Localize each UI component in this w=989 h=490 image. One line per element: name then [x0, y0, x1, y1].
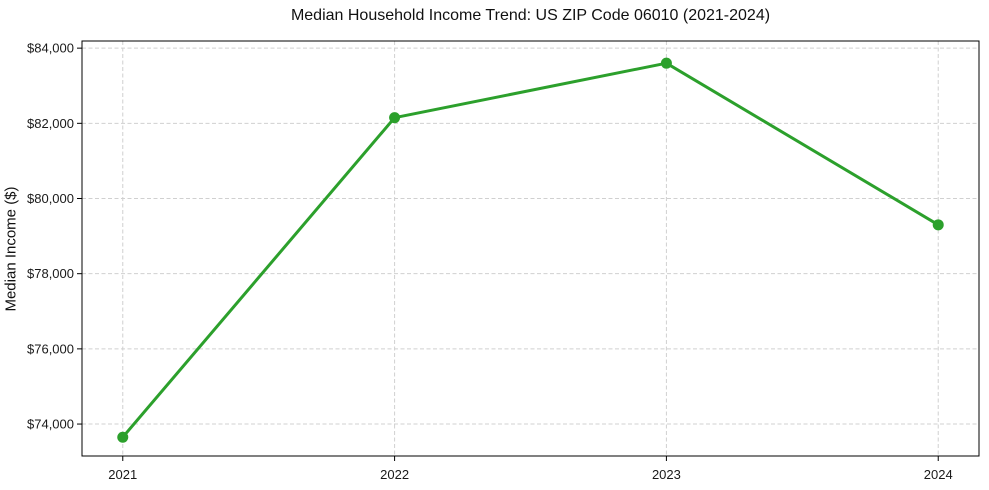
x-tick-label: 2023 — [652, 467, 681, 482]
y-tick-label: $84,000 — [27, 41, 74, 56]
x-tick-label: 2024 — [924, 467, 953, 482]
y-tick-label: $76,000 — [27, 341, 74, 356]
chart-title: Median Household Income Trend: US ZIP Co… — [290, 7, 771, 24]
data-point-2022 — [389, 112, 401, 124]
plot-border — [81, 40, 980, 457]
y-tick-label: $80,000 — [27, 191, 74, 206]
y-tick-label: $78,000 — [27, 266, 74, 281]
data-point-2021 — [117, 431, 129, 443]
trend-line — [121, 61, 940, 439]
x-tick-label: 2022 — [380, 467, 409, 482]
y-tick-label: $74,000 — [27, 417, 74, 432]
data-point-2023 — [660, 57, 672, 69]
data-point-2024 — [932, 219, 944, 231]
x-tick-label: 2021 — [108, 467, 137, 482]
y-tick-label: $82,000 — [27, 116, 74, 131]
